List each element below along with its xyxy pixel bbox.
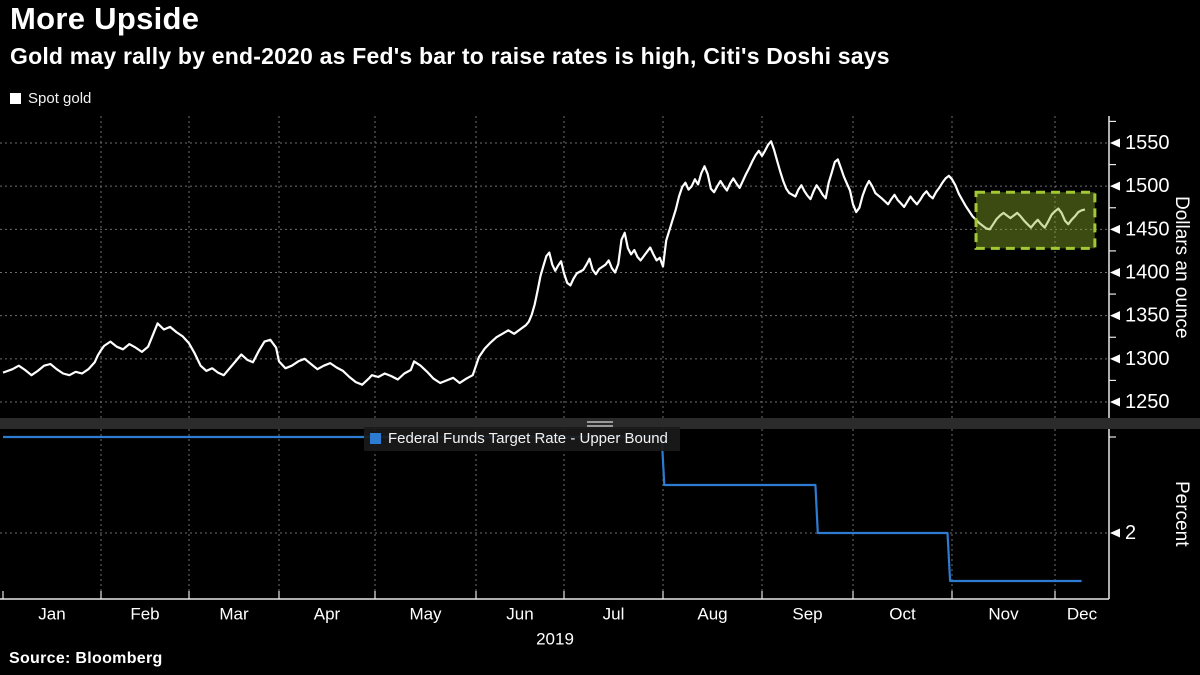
major-tick-arrow (1110, 528, 1120, 538)
x-tick-label: Jul (603, 605, 625, 624)
x-tick-label: Jun (506, 605, 533, 624)
page-title: More Upside (10, 1, 200, 36)
source-attribution: Source: Bloomberg (9, 650, 163, 667)
x-tick-label: Oct (889, 605, 916, 624)
x-tick-label: Aug (697, 605, 727, 624)
divider-grip-icon (587, 421, 613, 423)
x-tick-label: Mar (219, 605, 249, 624)
x-tick-label: Jan (38, 605, 65, 624)
legend-spot-gold-label: Spot gold (28, 90, 92, 107)
x-tick-label: Feb (130, 605, 159, 624)
fed-funds-line (3, 435, 1082, 583)
x-tick-label: May (409, 605, 442, 624)
legend-fed-funds: Federal Funds Target Rate - Upper Bound (364, 427, 680, 451)
major-tick-arrow (1110, 224, 1120, 234)
y-tick-label: 1250 (1125, 391, 1170, 413)
major-tick-arrow (1110, 181, 1120, 191)
y-tick-label: 1300 (1125, 348, 1170, 370)
y-axis-title-dollars: Dollars an ounce (1171, 195, 1192, 339)
page-subtitle: Gold may rally by end-2020 as Fed's bar … (10, 43, 890, 69)
x-tick-label: Dec (1067, 605, 1098, 624)
x-axis-year-label: 2019 (536, 630, 574, 649)
legend-fed-funds-label: Federal Funds Target Rate - Upper Bound (388, 430, 668, 447)
y-axis-title-percent: Percent (1171, 481, 1192, 547)
major-tick-arrow (1110, 397, 1120, 407)
y-tick-label: 1450 (1125, 218, 1170, 240)
spot-gold-line (2, 140, 1086, 386)
major-tick-arrow (1110, 311, 1120, 321)
y-tick-label: 1500 (1125, 175, 1170, 197)
major-tick-arrow (1110, 138, 1120, 148)
spot-gold-swatch-icon (10, 93, 21, 104)
y-tick-label: 1400 (1125, 261, 1170, 283)
x-tick-label: Apr (314, 605, 341, 624)
y-tick-label: 2 (1125, 522, 1136, 544)
y-tick-label: 1350 (1125, 305, 1170, 327)
highlight-box (974, 190, 1097, 250)
major-tick-arrow (1110, 354, 1120, 364)
x-tick-label: Sep (792, 605, 822, 624)
x-tick-label: Nov (988, 605, 1019, 624)
divider-grip-icon (587, 425, 613, 427)
fed-funds-swatch-icon (370, 433, 381, 444)
panel-divider-handle[interactable] (0, 418, 1200, 429)
y-tick-label: 1550 (1125, 132, 1170, 154)
legend-spot-gold: Spot gold (10, 90, 91, 107)
major-tick-arrow (1110, 267, 1120, 277)
